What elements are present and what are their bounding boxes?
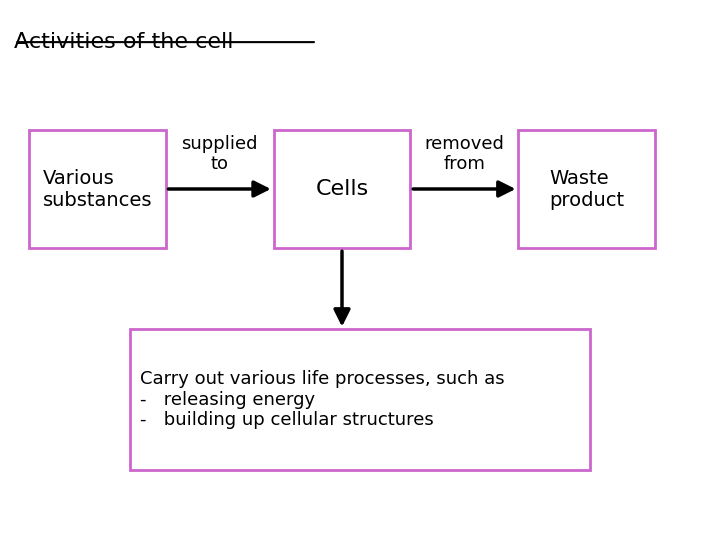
FancyBboxPatch shape	[29, 130, 166, 248]
FancyBboxPatch shape	[130, 329, 590, 470]
FancyBboxPatch shape	[274, 130, 410, 248]
Text: Carry out various life processes, such as
-   releasing energy
-   building up c: Carry out various life processes, such a…	[140, 370, 505, 429]
Text: Activities of the cell: Activities of the cell	[14, 32, 234, 52]
FancyBboxPatch shape	[518, 130, 655, 248]
Text: removed
from: removed from	[425, 134, 504, 173]
Text: Waste
product: Waste product	[549, 168, 624, 210]
Text: Various
substances: Various substances	[42, 168, 152, 210]
Text: supplied
to: supplied to	[181, 134, 258, 173]
Text: Cells: Cells	[315, 179, 369, 199]
